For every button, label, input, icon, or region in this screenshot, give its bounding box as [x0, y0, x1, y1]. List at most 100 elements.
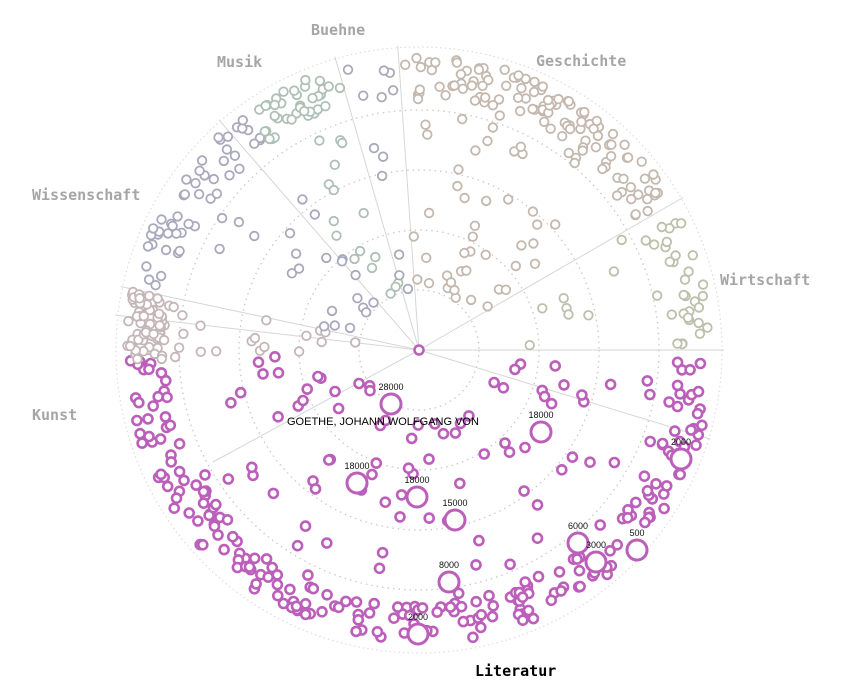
data-point[interactable] [267, 487, 280, 500]
data-point[interactable] [340, 595, 352, 608]
data-point[interactable] [162, 228, 174, 239]
data-point[interactable] [194, 165, 205, 177]
data-point[interactable] [569, 157, 580, 169]
data-point[interactable] [138, 310, 150, 322]
data-point[interactable] [321, 252, 332, 264]
data-point[interactable] [336, 256, 348, 267]
data-point[interactable] [639, 516, 651, 529]
data-point[interactable] [423, 512, 436, 524]
data-point[interactable] [225, 396, 237, 409]
data-point[interactable] [421, 252, 432, 263]
data-point[interactable] [143, 274, 155, 285]
data-point[interactable] [555, 585, 567, 597]
data-point[interactable] [465, 294, 477, 306]
data-point[interactable] [234, 386, 247, 399]
data-point[interactable] [557, 130, 568, 142]
data-point[interactable] [299, 608, 312, 621]
data-point[interactable] [451, 57, 463, 68]
data-point[interactable] [487, 599, 500, 612]
data-point[interactable] [393, 249, 405, 260]
data-point[interactable] [473, 534, 485, 547]
category-label-literatur[interactable]: Literatur [475, 662, 556, 680]
data-point[interactable] [584, 456, 596, 469]
data-point[interactable] [663, 396, 675, 408]
data-point[interactable] [555, 463, 568, 476]
data-point[interactable] [616, 234, 627, 246]
data-point[interactable] [147, 400, 159, 412]
data-point[interactable] [514, 105, 526, 117]
data-point[interactable] [167, 220, 178, 232]
data-point[interactable] [210, 346, 222, 357]
data-point[interactable] [549, 360, 562, 372]
data-point[interactable] [459, 247, 470, 259]
labeled-point[interactable] [669, 447, 693, 471]
data-point[interactable] [314, 75, 326, 87]
data-point[interactable] [342, 64, 354, 75]
data-point[interactable] [195, 346, 207, 358]
data-point[interactable] [218, 543, 230, 556]
data-point[interactable] [142, 413, 154, 425]
data-point[interactable] [302, 569, 314, 581]
data-point[interactable] [286, 114, 297, 125]
data-point[interactable] [469, 95, 481, 106]
data-point[interactable] [260, 553, 273, 565]
data-point[interactable] [522, 604, 535, 617]
data-point[interactable] [692, 385, 705, 398]
data-point[interactable] [246, 461, 258, 474]
data-point[interactable] [558, 293, 569, 304]
data-point[interactable] [531, 499, 544, 511]
data-point[interactable] [666, 309, 678, 320]
labeled-point[interactable] [566, 531, 590, 555]
data-point[interactable] [574, 580, 586, 593]
data-point[interactable] [501, 80, 512, 92]
data-point[interactable] [172, 211, 183, 222]
data-point[interactable] [482, 135, 493, 147]
data-point[interactable] [208, 173, 220, 185]
data-point[interactable] [422, 129, 433, 140]
data-point[interactable] [353, 377, 365, 390]
data-point[interactable] [150, 280, 161, 291]
data-point[interactable] [524, 340, 535, 351]
data-point[interactable] [475, 608, 488, 621]
data-point[interactable] [252, 356, 265, 369]
data-point[interactable] [233, 216, 245, 228]
data-point[interactable] [377, 151, 389, 162]
data-point[interactable] [641, 484, 654, 497]
data-point[interactable] [469, 220, 481, 232]
labeled-point[interactable] [437, 570, 461, 594]
data-point[interactable] [160, 374, 172, 387]
data-point[interactable] [284, 227, 296, 239]
data-point[interactable] [499, 64, 510, 76]
data-point[interactable] [142, 241, 154, 252]
data-point[interactable] [155, 270, 167, 282]
data-point[interactable] [131, 414, 143, 427]
data-point[interactable] [134, 427, 146, 440]
data-point[interactable] [173, 465, 186, 478]
category-labels[interactable]: Literatur Kunst Wissenschaft Musik Buehne Ges… [32, 21, 810, 680]
data-point[interactable] [262, 571, 275, 583]
data-point[interactable] [197, 485, 210, 498]
data-point[interactable] [434, 81, 445, 93]
data-point[interactable] [168, 301, 179, 313]
data-point[interactable] [286, 268, 298, 279]
data-point[interactable] [676, 218, 687, 229]
data-point[interactable] [387, 85, 399, 96]
data-point[interactable] [297, 194, 308, 205]
data-point[interactable] [249, 230, 260, 242]
data-point[interactable] [299, 597, 312, 610]
data-point[interactable] [515, 141, 527, 153]
data-point[interactable] [237, 115, 249, 126]
data-point[interactable] [652, 290, 663, 301]
data-point[interactable] [516, 82, 527, 94]
data-point[interactable] [368, 597, 381, 610]
data-point[interactable] [550, 219, 561, 230]
data-point[interactable] [329, 385, 341, 398]
data-point[interactable] [641, 375, 654, 387]
category-label-wirtschaft[interactable]: Wirtschaft [720, 271, 810, 289]
data-point[interactable] [350, 269, 361, 281]
data-point[interactable] [697, 279, 709, 290]
data-point[interactable] [291, 539, 304, 552]
data-point[interactable] [445, 277, 457, 288]
data-point[interactable] [452, 180, 463, 192]
data-point[interactable] [193, 188, 205, 200]
